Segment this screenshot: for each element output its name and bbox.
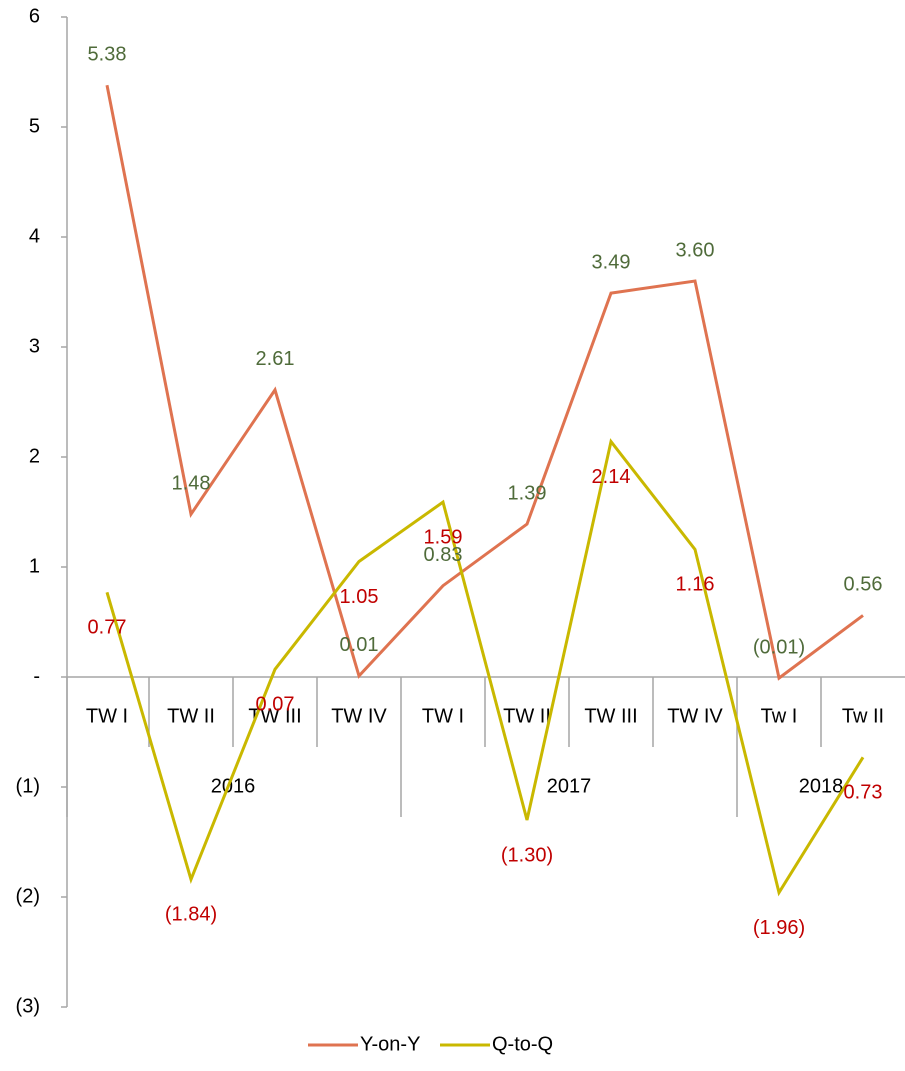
x-tick-label: Tw II	[842, 705, 884, 727]
x-tick-label: TW I	[86, 705, 128, 727]
x-tick-label: TW II	[167, 705, 215, 727]
legend-label: Q-to-Q	[492, 1033, 553, 1055]
y-tick-label: (2)	[16, 885, 40, 907]
x-tick-label: TW IV	[331, 705, 387, 727]
y-tick-label: 4	[29, 225, 40, 247]
data-label: (1.96)	[753, 917, 805, 939]
data-label: (0.01)	[753, 636, 805, 658]
data-label: 1.16	[676, 574, 715, 596]
group-label: 2016	[211, 775, 256, 797]
y-tick-label: 1	[29, 555, 40, 577]
data-label: (1.84)	[165, 904, 217, 926]
y-tick-label: 5	[29, 115, 40, 137]
y-tick-label: 3	[29, 335, 40, 357]
data-label: 5.38	[88, 43, 127, 65]
series-line	[105, 438, 865, 897]
x-tick-label: TW III	[584, 705, 637, 727]
data-label: 1.05	[340, 586, 379, 608]
data-label: 0.01	[340, 634, 379, 656]
series-line	[105, 84, 864, 681]
x-tick-label: TW I	[422, 705, 464, 727]
data-label: 2.14	[592, 466, 631, 488]
group-label: 2018	[799, 775, 844, 797]
data-label: 0.07	[256, 694, 295, 716]
data-label: 0.73	[844, 782, 883, 804]
x-tick-label: TW II	[503, 705, 551, 727]
data-label: 1.59	[424, 526, 463, 548]
data-label: 3.60	[676, 239, 715, 261]
data-label: 3.49	[592, 251, 631, 273]
x-tick-label: Tw I	[761, 705, 798, 727]
data-label: 1.39	[508, 482, 547, 504]
y-tick-label: -	[33, 665, 40, 687]
x-tick-label: TW IV	[667, 705, 723, 727]
data-label: (1.30)	[501, 844, 553, 866]
data-label: 1.48	[172, 472, 211, 494]
y-tick-label: 2	[29, 445, 40, 467]
x-tick-label: TW III	[248, 705, 301, 727]
legend-label: Y-on-Y	[360, 1033, 420, 1055]
data-label: 0.83	[424, 544, 463, 566]
data-label: 0.77	[88, 617, 127, 639]
data-label: 2.61	[256, 348, 295, 370]
y-tick-label: (3)	[16, 995, 40, 1017]
group-label: 2017	[547, 775, 592, 797]
data-label: 0.56	[844, 574, 883, 596]
y-tick-label: (1)	[16, 775, 40, 797]
y-tick-label: 6	[29, 5, 40, 27]
